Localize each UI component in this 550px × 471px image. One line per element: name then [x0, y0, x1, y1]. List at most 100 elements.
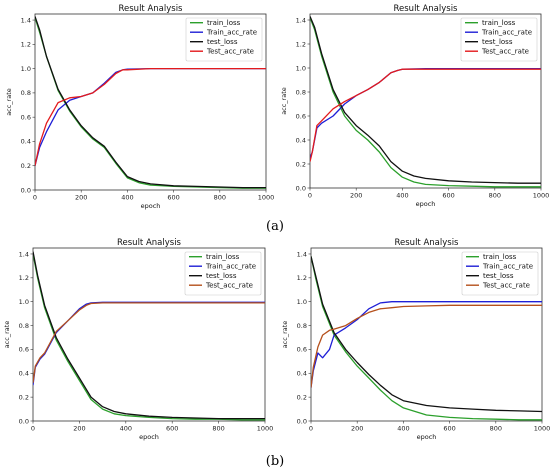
chart-title: Result Analysis [395, 238, 460, 248]
x-tick-label: 200 [350, 192, 362, 200]
y-tick-label: 1.2 [21, 41, 31, 49]
x-tick-label: 800 [214, 194, 226, 202]
x-axis-label: epoch [141, 202, 161, 210]
y-axis-label: acc_rate [3, 321, 11, 349]
x-axis-label: epoch [139, 433, 159, 441]
legend-entry: train_loss [483, 253, 517, 261]
legend-box [184, 251, 262, 296]
x-tick-label: 1000 [257, 425, 274, 433]
series-line-test-acc-rate [33, 302, 265, 383]
series-line-train-loss [33, 253, 265, 421]
legend-entry: train_loss [207, 19, 241, 27]
series-line-test-loss [310, 16, 541, 184]
y-tick-label: 0.0 [19, 417, 29, 425]
series-line-test-loss [311, 256, 542, 413]
series-line-train-loss [311, 256, 542, 421]
series-group [310, 16, 541, 188]
legend-box [185, 17, 263, 62]
legend-entry: test_loss [207, 38, 238, 46]
x-tick-label: 400 [396, 192, 408, 200]
y-tick-label: 1.0 [296, 64, 306, 72]
chart-title: Result Analysis [394, 4, 459, 14]
y-tick-label: 0.2 [21, 162, 31, 170]
x-tick-label: 0 [33, 194, 37, 202]
x-tick-label: 200 [73, 425, 85, 433]
x-tick-label: 400 [397, 425, 409, 433]
x-axis-label: epoch [417, 433, 437, 441]
x-tick-label: 800 [490, 425, 502, 433]
y-tick-label: 0.8 [297, 322, 307, 330]
chart-panel-1: Result Analysis 0 200 400 600 800 1000 0.0 0.2 0.… [5, 4, 274, 210]
legend-entry: test_loss [206, 272, 237, 280]
chart-panel-3: Result Analysis 0 200 400 600 800 1000 0.0 0.2 0.… [3, 238, 273, 441]
x-tick-label: 600 [443, 425, 455, 433]
legend-entry: Test_acc_rate [205, 282, 253, 290]
y-tick-label: 0.2 [296, 160, 306, 168]
plot-area [309, 13, 542, 189]
x-tick-label: 0 [308, 192, 312, 200]
x-tick-label: 400 [121, 194, 133, 202]
legend-entry: Test_acc_rate [482, 282, 530, 290]
legend-entry: Train_acc_rate [206, 29, 257, 37]
legend-box [460, 17, 538, 62]
caption-a: (a) [266, 219, 284, 234]
caption-b: (b) [266, 454, 284, 469]
series-group [311, 256, 542, 421]
chart-panel-4: Result Analysis 0 200 400 600 800 1000 0.0 0.2 0.… [281, 238, 550, 441]
series-line-test-loss [33, 251, 265, 420]
series-group [35, 16, 266, 189]
series-line-test-acc-rate [310, 68, 541, 162]
x-tick-label: 600 [442, 192, 454, 200]
legend-entry: test_loss [483, 272, 514, 280]
legend-entry: Train_acc_rate [205, 263, 256, 271]
y-tick-label: 0.4 [21, 138, 31, 146]
y-tick-label: 1.4 [19, 250, 29, 258]
legend-entry: train_loss [206, 253, 240, 261]
y-tick-label: 1.4 [296, 16, 306, 24]
y-tick-label: 1.4 [297, 250, 307, 258]
chart-panel-2: Result Analysis 0 200 400 600 800 1000 0.0 0.2 0.… [280, 4, 549, 208]
x-tick-label: 1000 [534, 425, 550, 433]
y-tick-label: 1.2 [297, 274, 307, 282]
plot-area [310, 247, 543, 422]
series-line-train-acc-rate [311, 301, 542, 388]
x-tick-label: 400 [120, 425, 132, 433]
y-axis-label: acc_rate [280, 87, 288, 115]
plot-area [32, 247, 266, 422]
y-axis-label: acc_rate [281, 321, 289, 349]
y-tick-label: 0.0 [296, 184, 306, 192]
x-tick-label: 0 [31, 425, 35, 433]
legend-entry: Test_acc_rate [206, 48, 254, 56]
y-tick-label: 0.8 [296, 88, 306, 96]
series-line-test-acc-rate [311, 304, 542, 388]
x-tick-label: 1000 [258, 194, 275, 202]
y-tick-label: 0.2 [19, 393, 29, 401]
y-tick-label: 0.6 [19, 346, 29, 354]
x-tick-label: 200 [75, 194, 87, 202]
series-line-train-loss [310, 17, 541, 188]
y-tick-label: 1.0 [21, 65, 31, 73]
legend-entry: Test_acc_rate [481, 48, 529, 56]
x-tick-label: 1000 [533, 192, 550, 200]
y-tick-label: 0.4 [296, 136, 306, 144]
y-tick-label: 0.4 [19, 370, 29, 378]
y-tick-label: 1.0 [297, 298, 307, 306]
y-tick-label: 0.4 [297, 370, 307, 378]
series-line-test-loss [35, 16, 266, 189]
y-tick-label: 0.0 [297, 417, 307, 425]
y-tick-label: 1.0 [19, 298, 29, 306]
chart-title: Result Analysis [117, 238, 182, 248]
x-tick-label: 0 [309, 425, 313, 433]
y-tick-label: 0.6 [297, 346, 307, 354]
series-group [33, 251, 265, 421]
x-tick-label: 200 [351, 425, 363, 433]
y-tick-label: 1.4 [21, 16, 31, 24]
x-tick-label: 800 [489, 192, 501, 200]
x-tick-label: 600 [167, 194, 179, 202]
y-axis-label: acc_rate [5, 88, 13, 116]
x-tick-label: 800 [212, 425, 224, 433]
